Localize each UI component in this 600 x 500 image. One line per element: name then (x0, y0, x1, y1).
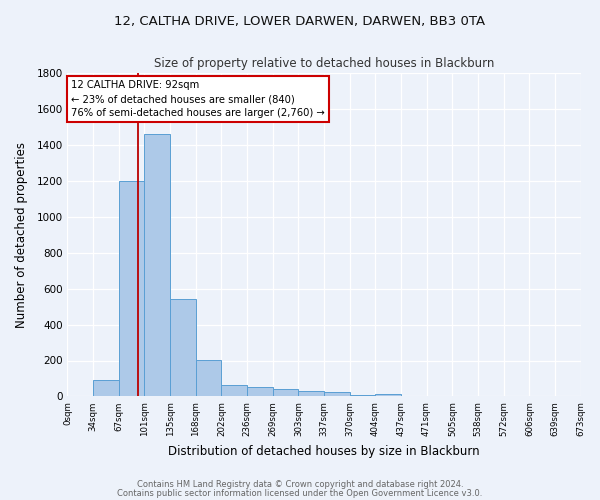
Bar (221, 385, 247, 396)
Bar (170, 300, 196, 396)
Bar (376, 394, 401, 396)
Bar (94, 380, 119, 396)
Bar (247, 388, 272, 396)
Text: Contains public sector information licensed under the Open Government Licence v3: Contains public sector information licen… (118, 488, 482, 498)
Text: Contains HM Land Registry data © Crown copyright and database right 2024.: Contains HM Land Registry data © Crown c… (137, 480, 463, 489)
Bar (272, 389, 298, 396)
Bar (196, 360, 221, 397)
Text: 12 CALTHA DRIVE: 92sqm
← 23% of detached houses are smaller (840)
76% of semi-de: 12 CALTHA DRIVE: 92sqm ← 23% of detached… (71, 80, 325, 118)
Text: 12, CALTHA DRIVE, LOWER DARWEN, DARWEN, BB3 0TA: 12, CALTHA DRIVE, LOWER DARWEN, DARWEN, … (115, 15, 485, 28)
Bar (298, 392, 325, 396)
Bar (119, 181, 145, 396)
X-axis label: Distribution of detached houses by size in Blackburn: Distribution of detached houses by size … (168, 444, 480, 458)
Bar (350, 395, 376, 396)
Y-axis label: Number of detached properties: Number of detached properties (15, 142, 28, 328)
Title: Size of property relative to detached houses in Blackburn: Size of property relative to detached ho… (154, 58, 494, 70)
Bar (145, 134, 170, 396)
Bar (325, 392, 350, 396)
